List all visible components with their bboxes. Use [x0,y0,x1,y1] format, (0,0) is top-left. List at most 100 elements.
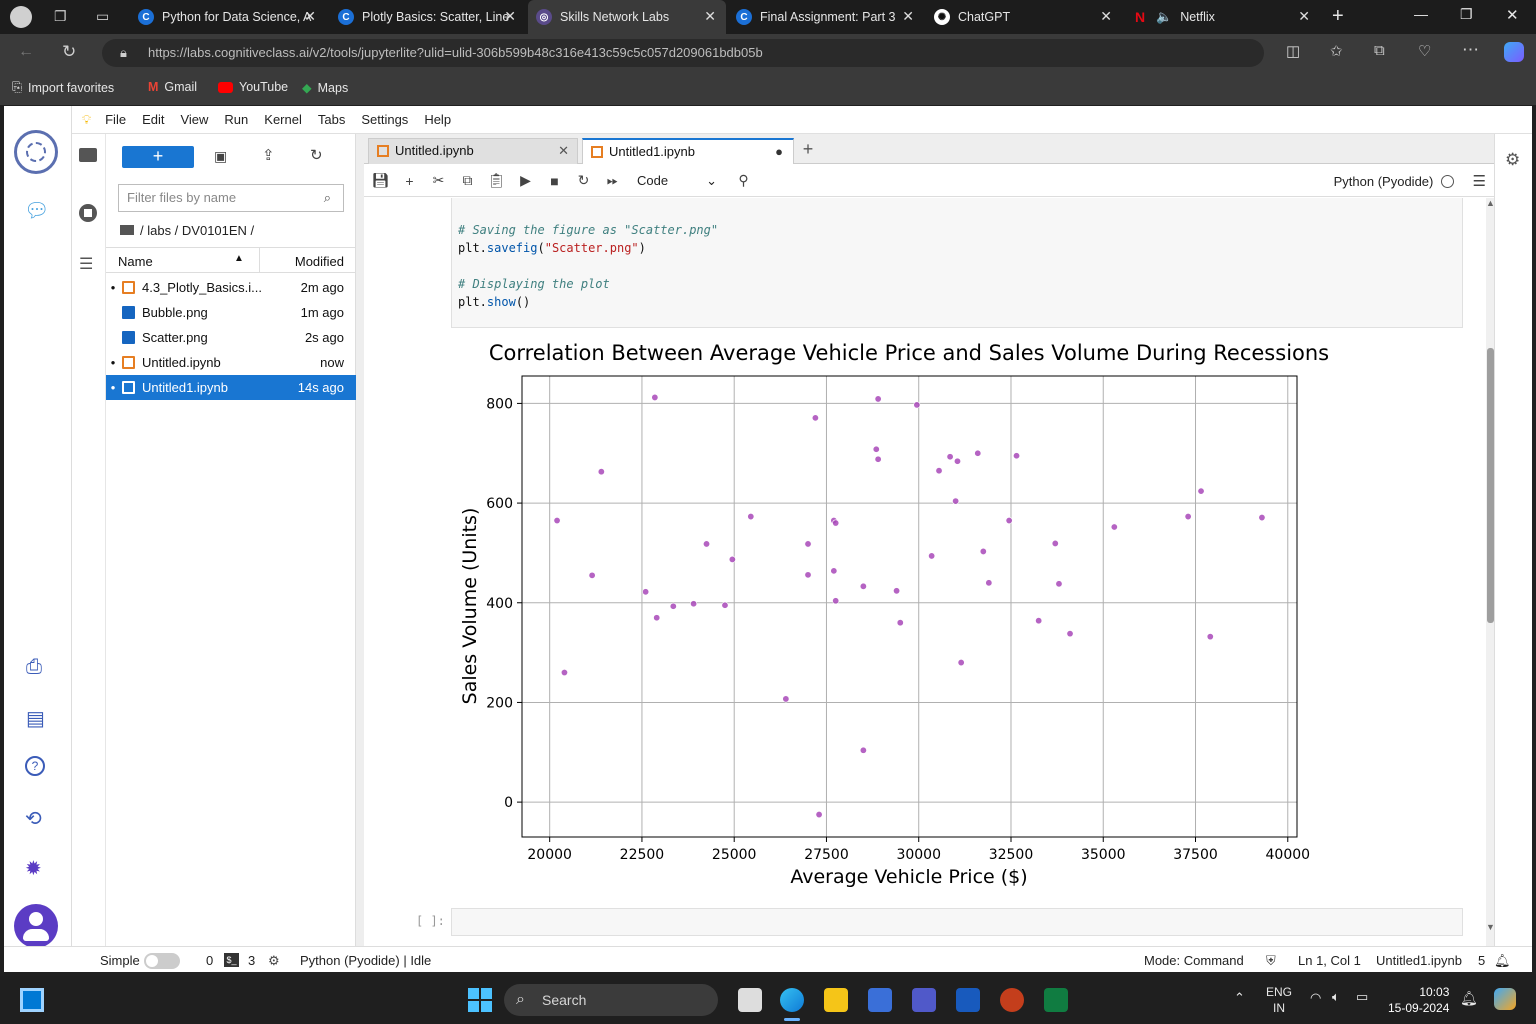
sync-icon[interactable]: ⟲ [25,808,42,830]
widgets-icon[interactable] [20,988,44,1012]
close-window-icon[interactable]: ✕ [1506,7,1519,24]
file-row[interactable]: ● Untitled.ipynb now [106,350,356,375]
file-row[interactable]: Scatter.png 2s ago [106,325,356,350]
split-screen-icon[interactable]: ◫ [1286,43,1301,60]
upload-icon[interactable]: ⇪ [262,147,275,164]
copilot-icon[interactable] [1504,42,1524,62]
panel-splitter[interactable] [356,134,364,946]
close-tab-icon[interactable]: ✕ [1100,8,1112,24]
run-icon[interactable]: ▶ [520,172,531,188]
tab-actions-icon[interactable]: ▭ [96,8,110,24]
new-folder-icon[interactable]: ▣ [214,148,228,164]
breadcrumb[interactable]: / labs / DV0101EN / [120,223,254,238]
close-tab-icon[interactable]: ✕ [304,8,316,24]
chevron-up-icon[interactable]: ⌃ [1234,990,1245,1005]
inbox-icon[interactable]: ⎙ [26,656,42,678]
scrollbar-thumb[interactable] [1487,348,1494,623]
file-row-selected[interactable]: ● Untitled1.ipynb 14s ago [106,375,356,400]
copy-icon[interactable]: ⧉ [462,172,473,188]
refresh-files-icon[interactable]: ↻ [310,147,323,164]
file-row[interactable]: Bubble.png 1m ago [106,300,356,325]
menu-file[interactable]: File [105,112,127,127]
powerpoint-icon[interactable] [1000,988,1024,1012]
excel-icon[interactable] [1044,988,1068,1012]
volume-icon[interactable]: 🔈︎ [1332,989,1340,1004]
windows-start-icon[interactable] [468,988,492,1012]
browser-tab[interactable]: N 🔈 Netflix ✕ [1124,0,1320,34]
new-tab-icon[interactable]: + [1332,5,1344,27]
menu-kernel[interactable]: Kernel [264,112,302,127]
gmail-link[interactable]: M Gmail [148,80,198,94]
chat-assistant-icon[interactable]: 💬︎ [24,200,50,222]
taskbar-search[interactable]: ⌕ Search [504,984,718,1016]
browser-tab-active[interactable]: ◎ Skills Network Labs ✕ [528,0,726,34]
scroll-down-icon[interactable]: ▼ [1486,922,1495,932]
edge-icon[interactable] [780,988,804,1012]
run-all-icon[interactable]: ⏩︎ [606,172,619,188]
file-explorer-icon[interactable] [824,988,848,1012]
kernel-status-text[interactable]: Python (Pyodide) | Idle [300,953,432,968]
doc-tab-active[interactable]: Untitled1.ipynb ● [582,138,794,164]
browser-tab[interactable]: ✺ ChatGPT ✕ [926,0,1122,34]
menu-icon[interactable]: ☰ [1472,173,1486,190]
property-inspector-icon[interactable]: ⚙ [1505,150,1521,169]
language-indicator[interactable]: ENG IN [1266,985,1293,1015]
youtube-link[interactable]: YouTube [218,80,288,94]
restore-icon[interactable]: ❐ [1460,6,1473,22]
word-icon[interactable] [956,988,980,1012]
menu-view[interactable]: View [180,112,209,127]
theme-icon[interactable]: ✹ [25,858,42,880]
cut-icon[interactable]: ✂ [432,172,445,188]
location-pin-icon[interactable]: ⚲ [738,172,749,188]
browser-tab[interactable]: C Final Assignment: Part 3 - ✕ [728,0,924,34]
close-tab-icon[interactable]: ✕ [902,8,914,24]
simple-mode-toggle[interactable] [144,953,180,969]
folder-icon[interactable] [79,148,97,162]
close-tab-icon[interactable]: ✕ [504,8,516,24]
kernel-name[interactable]: Python (Pyodide) [1334,174,1454,189]
menu-edit[interactable]: Edit [142,112,165,127]
table-of-contents-icon[interactable]: ☰ [79,256,94,273]
clock[interactable]: 10:03 15-09-2024 [1388,985,1450,1015]
performance-icon[interactable]: ♡ [1418,43,1432,60]
url-field[interactable]: 🔒︎ https://labs.cognitiveclass.ai/v2/too… [102,39,1264,67]
collections-icon[interactable]: ⧉ [1374,42,1385,59]
minimize-icon[interactable]: — [1414,6,1428,22]
running-icon[interactable] [79,204,97,222]
bell-icon[interactable]: 🔔︎ [1494,953,1511,968]
filter-files-input[interactable]: Filter files by name ⌕ [118,184,344,212]
cell-type-select[interactable]: Code ⌄ [637,172,717,188]
user-avatar[interactable] [14,904,58,948]
favorites-icon[interactable]: ✩ [1330,43,1343,60]
restart-icon[interactable]: ↻ [577,172,590,188]
code-cell[interactable]: # Saving the figure as "Scatter.png" plt… [451,198,1463,328]
modified-column-header[interactable]: Modified [294,254,344,269]
new-launcher-button[interactable]: + [122,146,194,168]
news-icon[interactable]: ▤ [26,708,45,730]
maps-link[interactable]: ◆ Maps [302,80,349,96]
doc-tab[interactable]: Untitled.ipynb ✕ [368,138,578,164]
shield-icon[interactable]: ⛨ [1266,953,1276,968]
store-icon[interactable] [868,988,892,1012]
workspaces-icon[interactable]: ❐ [54,8,67,24]
help-icon[interactable]: ? [25,756,45,776]
kernel-sessions-icon[interactable]: ⚙ [268,953,280,968]
terminal-icon[interactable]: $_ [224,953,239,967]
browser-tab[interactable]: C Python for Data Science, A ✕ [130,0,326,34]
notebook-scrollbar[interactable]: ▲ ▼ [1486,198,1495,946]
menu-help[interactable]: Help [424,112,452,127]
save-icon[interactable]: 💾︎ [371,172,390,188]
notification-bell-icon[interactable]: 🔔︎ [1460,990,1478,1006]
close-tab-icon[interactable]: ✕ [704,8,716,24]
unsaved-dot-icon[interactable]: ● [775,144,783,159]
name-column-header[interactable]: Name [118,254,153,269]
stop-icon[interactable]: ■ [550,172,559,189]
menu-settings[interactable]: Settings [361,112,409,127]
cursor-position[interactable]: Ln 1, Col 1 [1298,953,1361,968]
back-icon[interactable]: ← [18,43,34,60]
browser-tab[interactable]: C Plotly Basics: Scatter, Line ✕ [330,0,526,34]
scroll-up-icon[interactable]: ▲ [1486,198,1495,208]
add-tab-icon[interactable]: + [802,139,814,159]
menu-tabs[interactable]: Tabs [317,112,346,127]
menu-run[interactable]: Run [224,112,249,127]
